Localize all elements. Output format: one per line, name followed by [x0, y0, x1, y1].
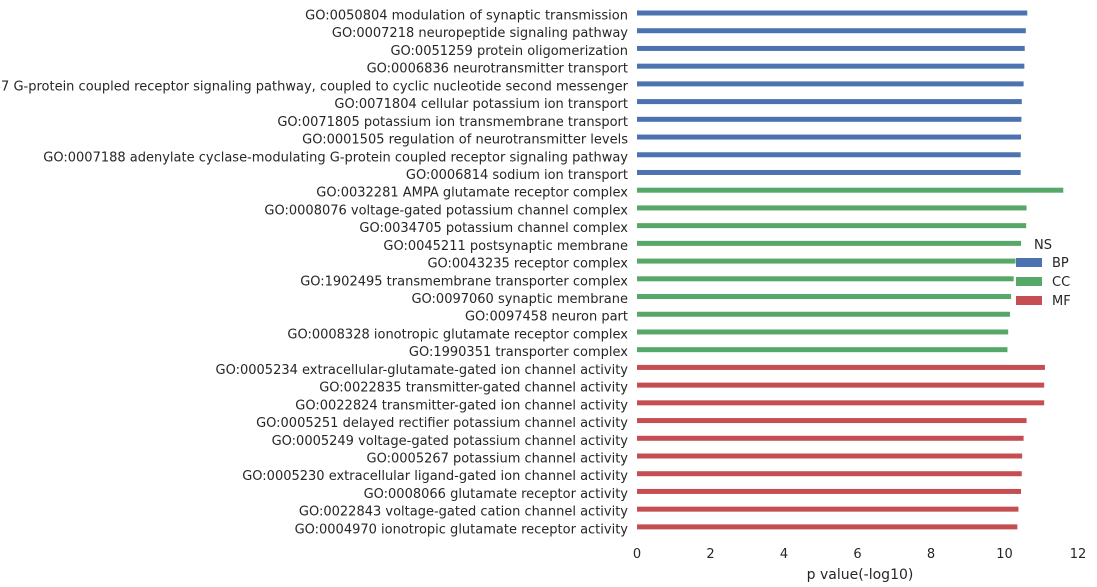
legend-label-cc: CC — [1052, 275, 1070, 290]
category-label: GO:0007187 G-protein coupled receptor si… — [0, 79, 629, 94]
bar-bp — [637, 169, 1021, 175]
bar-cc — [637, 240, 1022, 246]
bar-cc — [637, 276, 1014, 282]
bars — [637, 10, 1064, 530]
bar-cc — [637, 347, 1008, 353]
category-label: GO:1990351 transporter complex — [409, 345, 628, 360]
legend-title: NS — [1034, 238, 1052, 253]
x-tick-label: 6 — [853, 547, 861, 562]
category-label: GO:0001505 regulation of neurotransmitte… — [302, 133, 628, 148]
category-labels: GO:0050804 modulation of synaptic transm… — [0, 9, 629, 538]
bar-bp — [637, 10, 1028, 16]
bar-bp — [637, 116, 1022, 122]
category-label: GO:0022843 voltage-gated cation channel … — [299, 505, 628, 520]
bar-mf — [637, 382, 1045, 388]
x-tick-label: 0 — [633, 547, 641, 562]
category-label: GO:0022835 transmitter-gated channel act… — [319, 381, 628, 396]
category-label: GO:0071804 cellular potassium ion transp… — [334, 97, 628, 112]
category-label: GO:0007218 neuropeptide signaling pathwa… — [332, 26, 628, 41]
bar-mf — [637, 418, 1027, 424]
legend-label-mf: MF — [1052, 294, 1071, 309]
category-label: GO:0006814 sodium ion transport — [406, 168, 628, 183]
x-tick-label: 12 — [1070, 547, 1087, 562]
bar-cc — [637, 205, 1027, 211]
legend-label-bp: BP — [1052, 256, 1069, 271]
x-tick-label: 8 — [927, 547, 935, 562]
bar-bp — [637, 152, 1021, 158]
category-label: GO:0043235 receptor complex — [427, 257, 628, 272]
category-label: GO:0005230 extracellular ligand-gated io… — [242, 469, 628, 484]
category-label: GO:0008066 glutamate receptor activity — [364, 487, 629, 502]
legend: NS BP CC MF — [1016, 238, 1071, 309]
bar-cc — [637, 258, 1016, 264]
bar-bp — [637, 134, 1022, 140]
category-label: GO:0005251 delayed rectifier potassium c… — [256, 416, 628, 431]
bar-mf — [637, 435, 1024, 441]
x-axis-title: p value(-log10) — [807, 567, 914, 583]
x-tick-label: 10 — [996, 547, 1013, 562]
category-label: GO:0050804 modulation of synaptic transm… — [305, 9, 628, 24]
bar-mf — [637, 506, 1019, 512]
x-tick-label: 2 — [706, 547, 714, 562]
category-label: GO:0022824 transmitter-gated ion channel… — [295, 398, 628, 413]
x-axis: 0 2 4 6 8 10 12 — [633, 547, 1086, 562]
category-label: GO:0005267 potassium channel activity — [367, 452, 629, 467]
bar-bp — [637, 45, 1025, 51]
category-label: GO:0007188 adenylate cyclase-modulating … — [43, 150, 628, 165]
x-tick-label: 4 — [780, 547, 788, 562]
bar-bp — [637, 28, 1026, 34]
category-label: GO:0004970 ionotropic glutamate receptor… — [295, 522, 629, 537]
bar-cc — [637, 187, 1064, 193]
category-label: GO:0005249 voltage-gated potassium chann… — [272, 434, 629, 449]
category-label: GO:0097458 neuron part — [465, 310, 628, 325]
bar-mf — [637, 488, 1022, 494]
category-label: GO:0032281 AMPA glutamate receptor compl… — [316, 186, 628, 201]
category-label: GO:0008328 ionotropic glutamate receptor… — [287, 327, 628, 342]
bar-mf — [637, 471, 1022, 477]
bar-cc — [637, 294, 1012, 300]
bar-mf — [637, 364, 1045, 370]
bar-cc — [637, 311, 1011, 317]
category-label: GO:0034705 potassium channel complex — [359, 221, 628, 236]
category-label: GO:0071805 potassium ion transmembrane t… — [277, 115, 628, 130]
category-label: GO:0006836 neurotransmitter transport — [367, 62, 628, 77]
category-label: GO:0051259 protein oligomerization — [390, 44, 628, 59]
legend-swatch-cc — [1016, 277, 1042, 286]
legend-swatch-bp — [1016, 258, 1042, 267]
bar-mf — [637, 400, 1045, 406]
bar-bp — [637, 63, 1025, 69]
bar-mf — [637, 453, 1023, 459]
category-label: GO:1902495 transmembrane transporter com… — [300, 274, 628, 289]
legend-swatch-mf — [1016, 296, 1042, 305]
category-label: GO:0097060 synaptic membrane — [411, 292, 628, 307]
bar-bp — [637, 99, 1022, 105]
bar-bp — [637, 81, 1024, 87]
bar-cc — [637, 223, 1027, 229]
category-label: GO:0008076 voltage-gated potassium chann… — [264, 203, 628, 218]
category-label: GO:0045211 postsynaptic membrane — [383, 239, 628, 254]
category-label: GO:0005234 extracellular-glutamate-gated… — [216, 363, 629, 378]
bar-mf — [637, 524, 1018, 530]
bar-cc — [637, 329, 1009, 335]
